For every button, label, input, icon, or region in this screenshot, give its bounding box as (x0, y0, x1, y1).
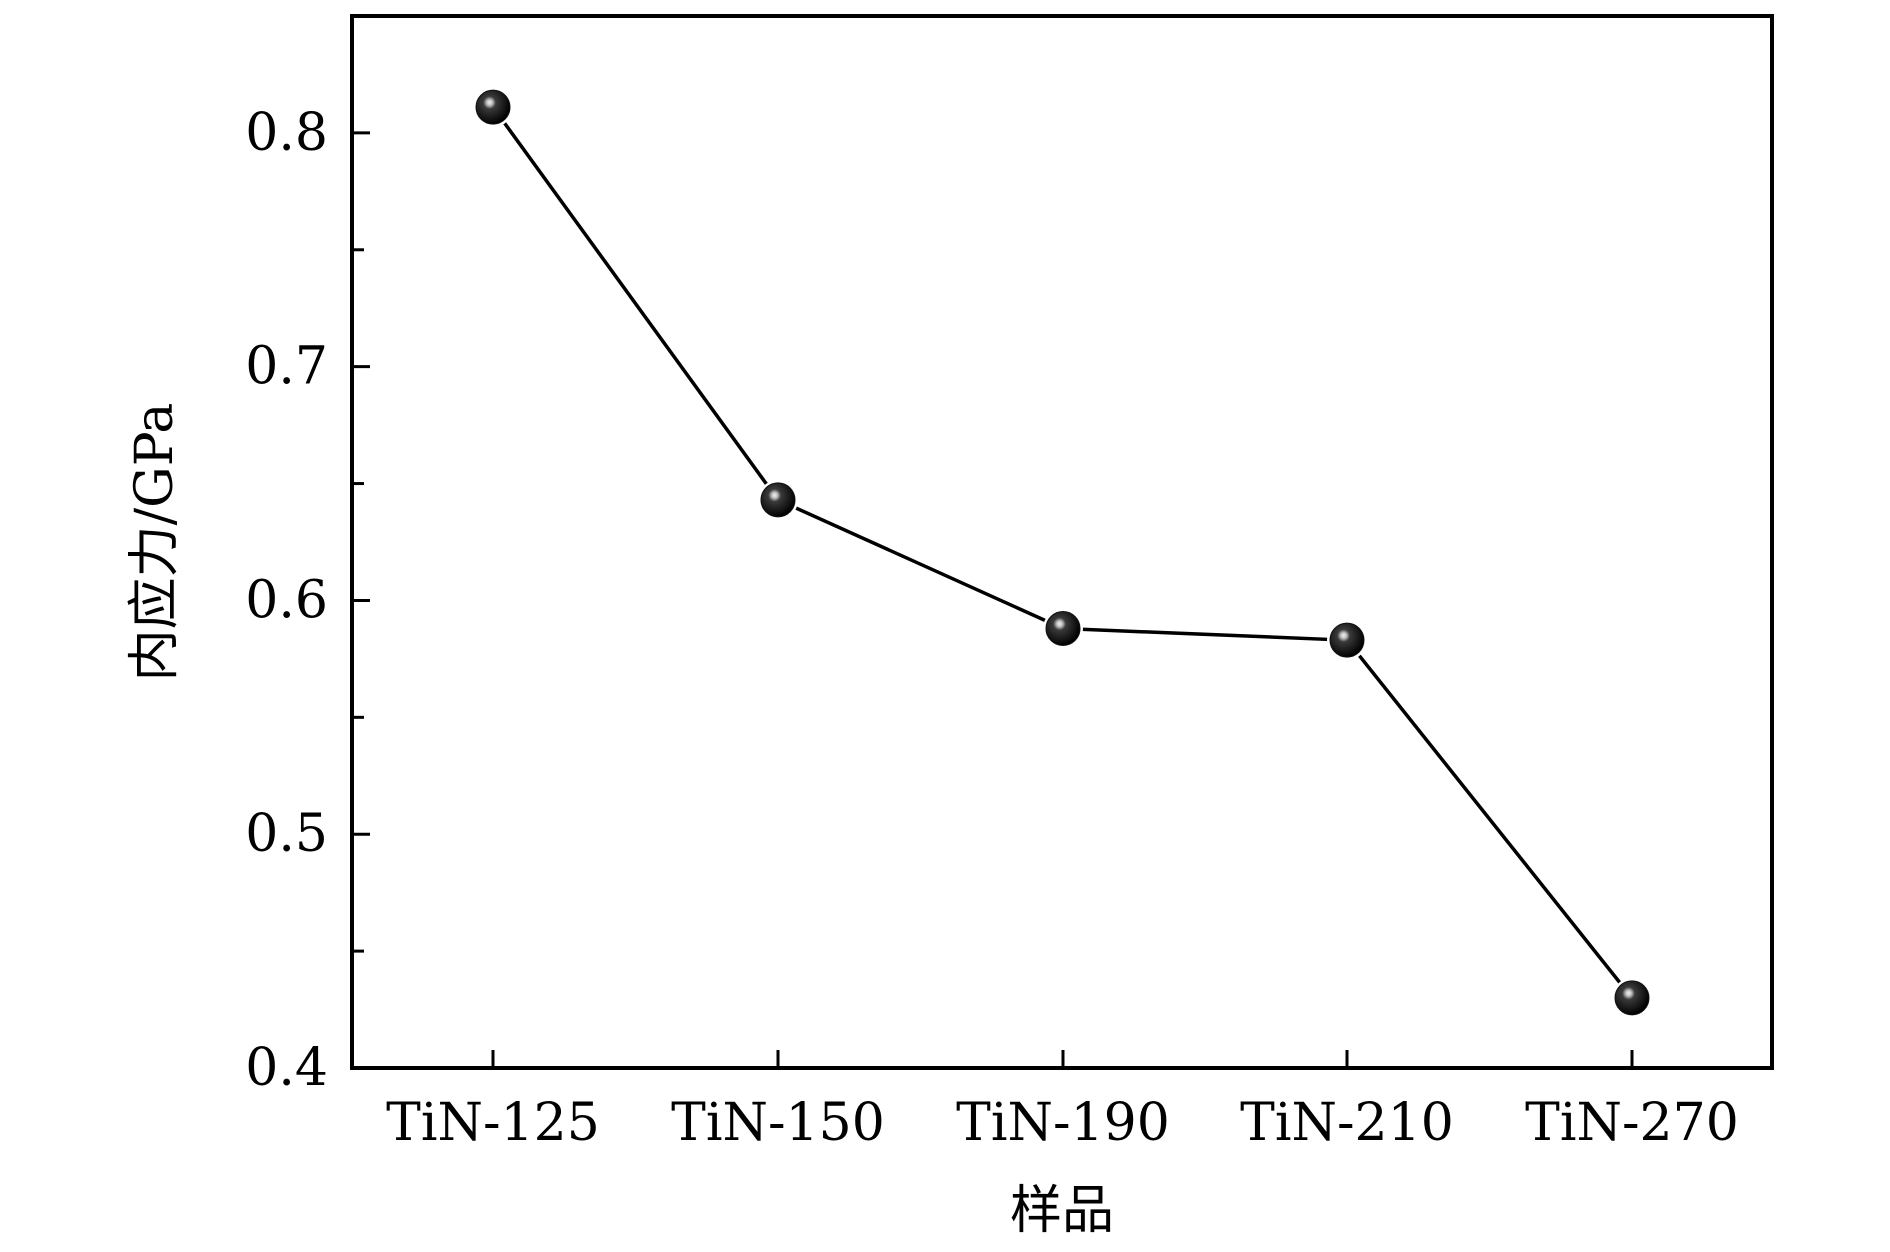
data-point (1612, 977, 1652, 1018)
x-tick-label: TiN-270 (1525, 1093, 1739, 1153)
y-tick-label: 0.6 (245, 570, 328, 630)
tick-labels: 0.4 0.5 0.6 0.7 0.8 TiN-125 TiN-150 TiN-190 TiN-… (245, 103, 1739, 1153)
data-point-marker (475, 89, 511, 125)
plot-frame (350, 14, 1774, 1070)
data-point (758, 479, 798, 520)
data-point (1043, 608, 1083, 649)
x-tick-label: TiN-150 (671, 1093, 885, 1153)
x-tick-label: TiN-210 (1240, 1093, 1454, 1153)
axis-ticks (352, 131, 1634, 1070)
series-line (491, 106, 1634, 999)
data-point-marker (760, 482, 796, 518)
x-tick-label: TiN-125 (386, 1093, 600, 1153)
series-line-layer (491, 106, 1634, 999)
series-markers (473, 87, 1652, 1018)
data-point (473, 87, 513, 128)
data-point (1327, 620, 1367, 661)
x-tick-label: TiN-190 (956, 1093, 1170, 1153)
data-point-marker (1045, 610, 1081, 646)
data-point-marker (1329, 622, 1365, 658)
x-axis-title: 样品 (1010, 1181, 1114, 1241)
y-tick-label: 0.5 (245, 804, 328, 864)
y-tick-label: 0.4 (245, 1038, 328, 1098)
y-tick-label: 0.7 (245, 337, 328, 397)
data-point-marker (1614, 980, 1650, 1016)
y-axis-title: 内应力/GPa (125, 403, 185, 682)
y-tick-label: 0.8 (245, 103, 328, 163)
